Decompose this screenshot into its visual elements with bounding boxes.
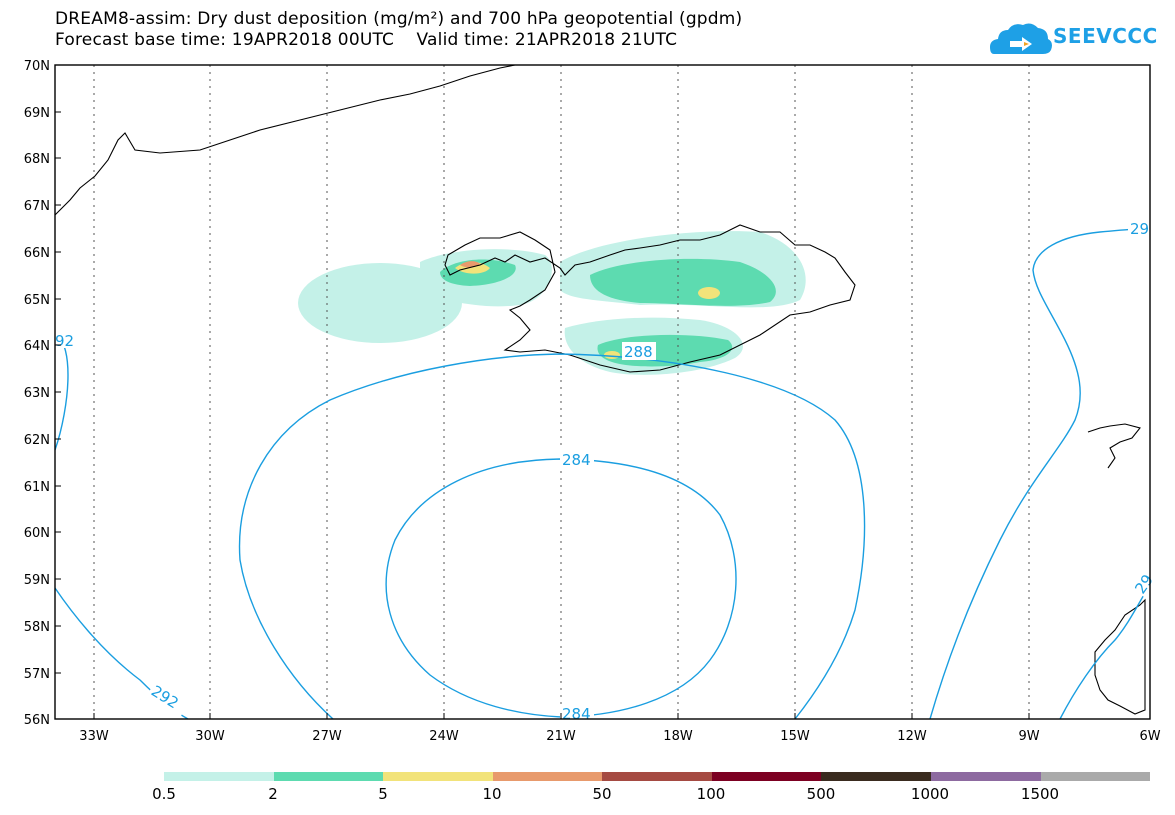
coastlines	[54, 64, 1146, 715]
contour-label-284-upper: 284	[562, 451, 591, 469]
lon-label-15w: 15W	[780, 729, 810, 744]
colorbar-segment	[930, 772, 1041, 781]
lon-label-6w: 6W	[1139, 729, 1160, 744]
colorbar-label: 1000	[910, 785, 950, 803]
colorbar	[164, 772, 1151, 781]
colorbar-label: 10	[482, 785, 502, 803]
lon-label-9w: 9W	[1018, 729, 1039, 744]
lat-label-65n: 65N	[24, 293, 50, 308]
lat-label-58n: 58N	[24, 620, 50, 635]
lat-label-67n: 67N	[24, 199, 50, 214]
contour-label-288: 288	[624, 343, 653, 361]
colorbar-segment	[711, 772, 822, 781]
contour-label-29-right-lower: 29	[1131, 571, 1157, 597]
lon-label-24w: 24W	[429, 729, 459, 744]
lat-label-70n: 70N	[24, 59, 50, 74]
contour-label-29-right-upper: 29	[1130, 220, 1149, 238]
colorbar-label: 0.5	[152, 785, 176, 803]
forecast-times: Forecast base time: 19APR2018 00UTC Vali…	[55, 30, 678, 50]
lon-label-21w: 21W	[546, 729, 576, 744]
lon-label-12w: 12W	[897, 729, 927, 744]
geopotential-contours	[54, 227, 1151, 720]
colorbar-label: 500	[806, 785, 836, 803]
logo-text: SEEVCCC	[1053, 24, 1158, 48]
colorbar-segment	[1040, 772, 1151, 781]
lon-label-18w: 18W	[663, 729, 693, 744]
colorbar-label: 100	[696, 785, 726, 803]
colorbar-label: 1500	[1020, 785, 1060, 803]
colorbar-segment	[383, 772, 493, 781]
colorbar-label: 2	[268, 785, 278, 803]
lat-label-60n: 60N	[24, 526, 50, 541]
lon-label-33w: 33W	[79, 729, 109, 744]
contour-label-92-left: 92	[55, 332, 74, 350]
lon-label-27w: 27W	[312, 729, 342, 744]
lat-label-64n: 64N	[24, 339, 50, 354]
colorbar-segment	[492, 772, 603, 781]
lat-label-69n: 69N	[24, 106, 50, 121]
chart-title: DREAM8-assim: Dry dust deposition (mg/m²…	[55, 9, 743, 29]
colorbar-label: 50	[592, 785, 612, 803]
lat-label-66n: 66N	[24, 246, 50, 261]
lon-label-30w: 30W	[195, 729, 225, 744]
dust-deposition-layer	[298, 231, 806, 375]
longitude-axis: 33W 30W 27W 24W 21W 18W 15W 12W 9W 6W	[79, 713, 1161, 744]
lat-label-57n: 57N	[24, 667, 50, 682]
colorbar-segment	[602, 772, 712, 781]
lat-label-62n: 62N	[24, 433, 50, 448]
contour-label-284-lower: 284	[562, 705, 591, 723]
cloud-arrow-icon	[990, 23, 1052, 54]
colorbar-label: 5	[378, 785, 388, 803]
lat-label-63n: 63N	[24, 386, 50, 401]
latitude-axis: 70N 69N 68N 67N 66N 65N 64N 63N 62N 61N …	[24, 59, 61, 728]
colorbar-segment	[164, 772, 274, 781]
map-frame	[54, 64, 1151, 720]
lat-label-59n: 59N	[24, 573, 50, 588]
colorbar-segment	[273, 772, 384, 781]
lat-label-56n: 56N	[24, 713, 50, 728]
lat-label-61n: 61N	[24, 480, 50, 495]
lat-label-68n: 68N	[24, 152, 50, 167]
colorbar-segment	[821, 772, 931, 781]
graticule	[93, 65, 1030, 719]
